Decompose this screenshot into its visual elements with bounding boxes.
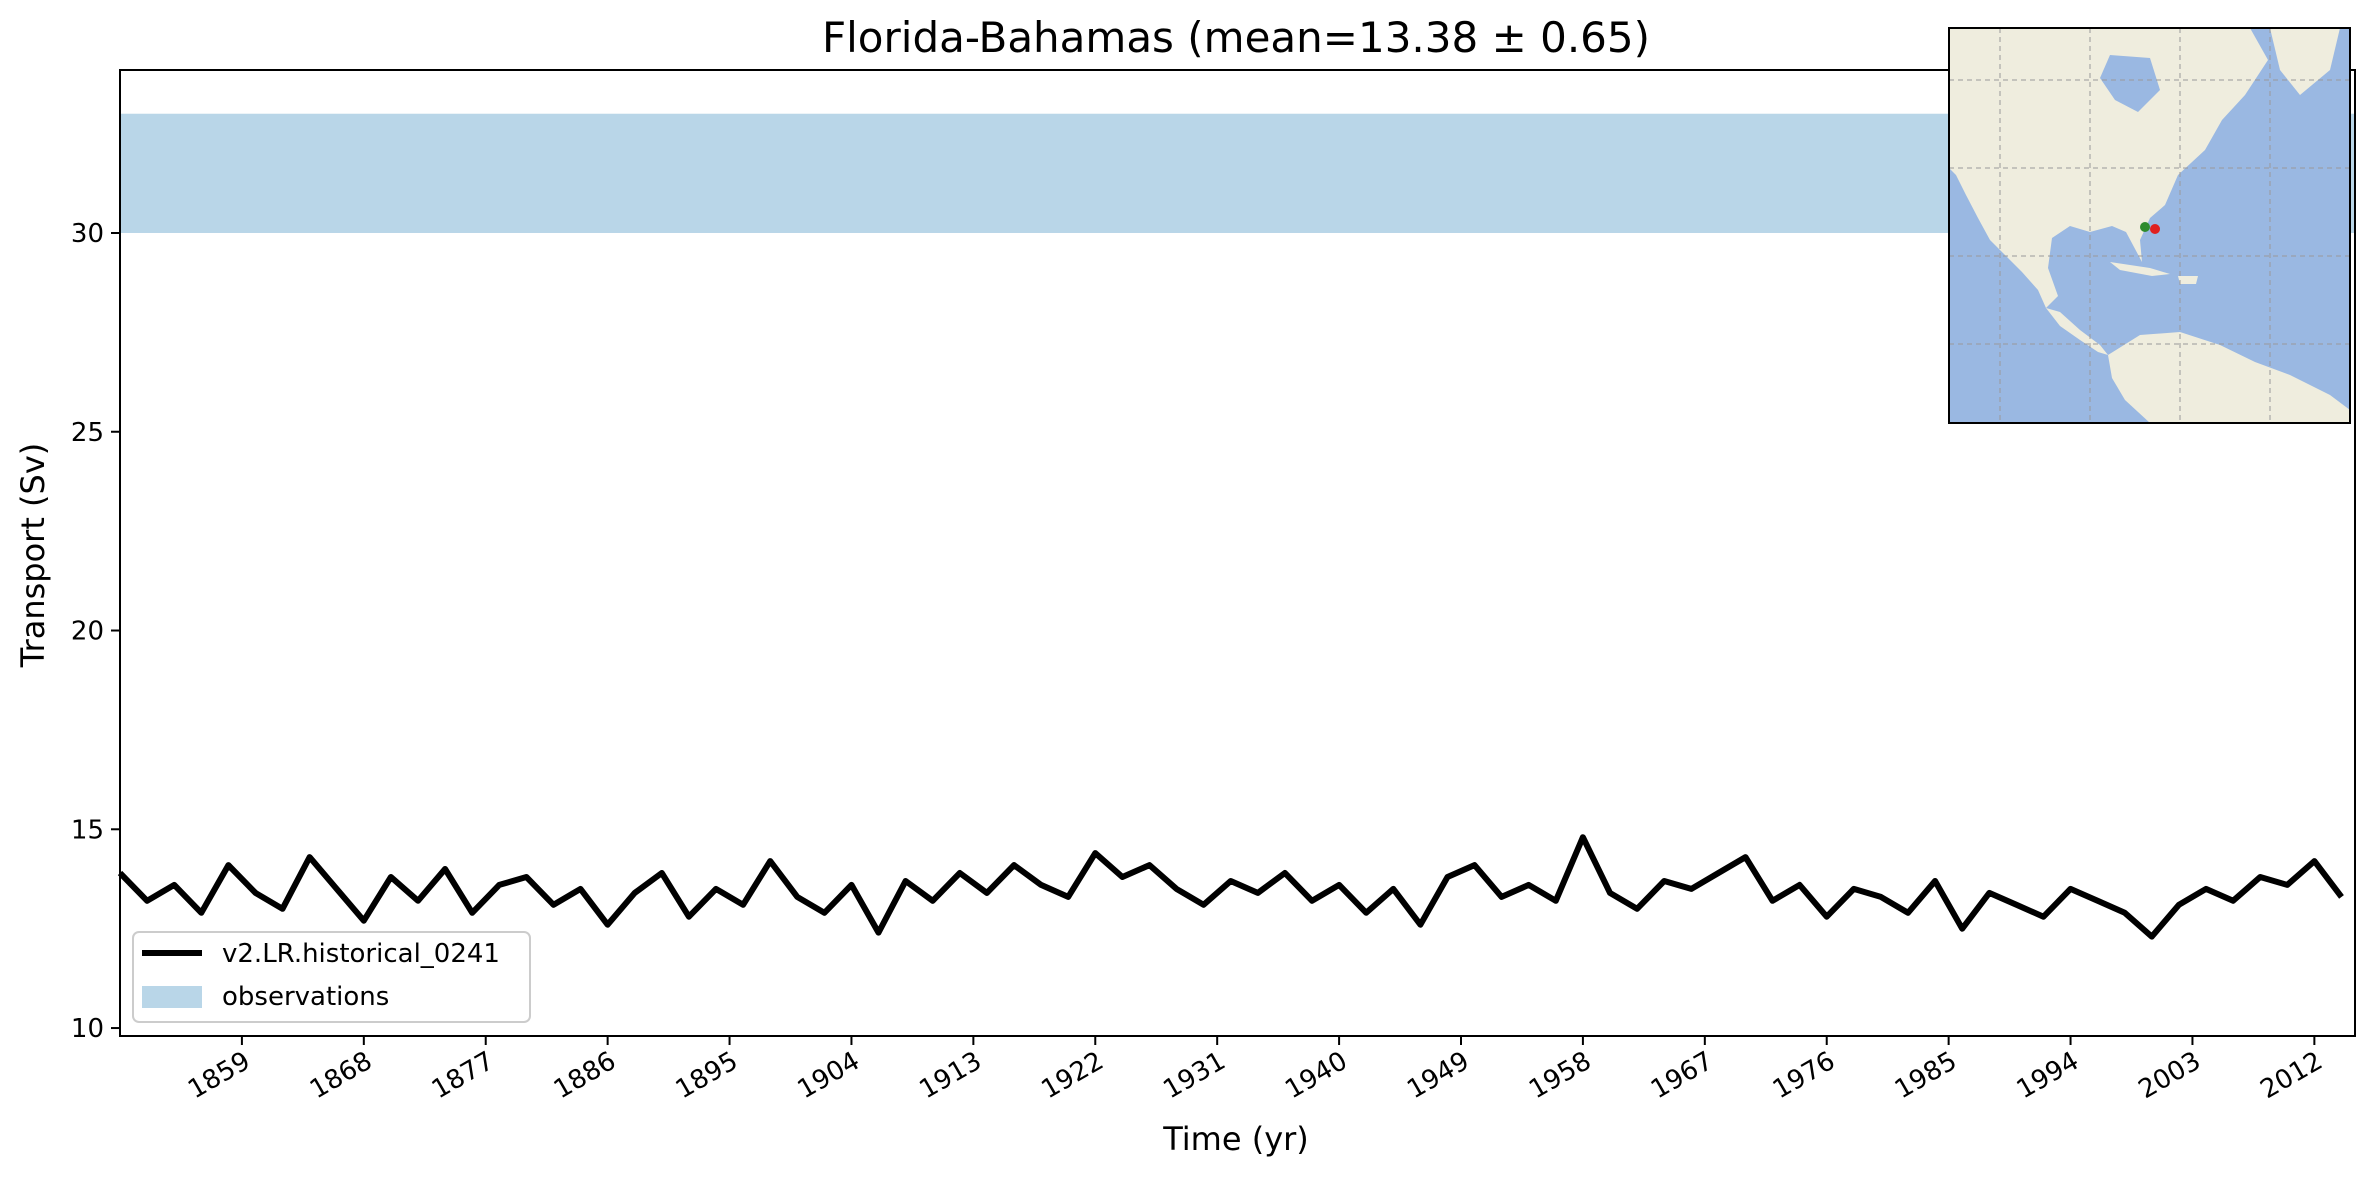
series-line-layer [117, 834, 2344, 940]
x-tick-label: 1958 [1524, 1046, 1596, 1105]
x-axis-ticks: 1859 1868 1877 1886 1895 1904 1913 1922 1931 1940… [183, 1036, 2328, 1105]
plot-frame [119, 69, 2356, 1037]
map-hudson-bay [2100, 55, 2160, 112]
legend-label-series: v2.LR.historical_0241 [222, 939, 500, 969]
x-tick-label: 1949 [1402, 1046, 1474, 1105]
inset-map [1948, 27, 2351, 424]
x-tick-label: 1940 [1280, 1046, 1352, 1105]
legend-band-swatch [142, 986, 202, 1008]
legend: v2.LR.historical_0241 observations [132, 931, 531, 1023]
x-tick-label: 1913 [915, 1046, 987, 1105]
x-tick-label: 1985 [1890, 1046, 1962, 1105]
x-tick-label: 1922 [1036, 1046, 1108, 1105]
y-axis-label: Transport (Sv) [14, 443, 52, 669]
x-tick-label: 2003 [2134, 1046, 2206, 1105]
x-tick-label: 1976 [1768, 1046, 1840, 1105]
x-tick-label: 1904 [793, 1046, 865, 1105]
x-tick-label: 1877 [427, 1046, 499, 1105]
legend-box [132, 931, 531, 1023]
y-tick-label: 15 [71, 815, 104, 845]
map-graticule [1949, 28, 2350, 423]
y-tick-label: 25 [71, 418, 104, 448]
y-tick-label: 10 [71, 1014, 104, 1044]
map-land-greenland [2270, 28, 2340, 95]
y-axis-ticks: 10 15 20 25 30 [71, 219, 120, 1044]
x-tick-label: 2012 [2256, 1046, 2328, 1105]
map-land-north-america [1949, 28, 2268, 308]
x-tick-label: 1859 [183, 1046, 255, 1105]
x-tick-label: 1931 [1158, 1046, 1230, 1105]
chart-title: Florida-Bahamas (mean=13.38 ± 0.65) [822, 13, 1650, 62]
map-land-south-america [2108, 332, 2350, 423]
y-tick-label: 30 [71, 219, 104, 249]
x-axis-label: Time (yr) [1162, 1120, 1309, 1158]
map-land-cuba [2110, 262, 2170, 276]
series-line-0 [117, 834, 2344, 940]
map-frame [1948, 27, 2351, 424]
x-tick-label: 1868 [305, 1046, 377, 1105]
map-land-hispaniola [2178, 276, 2198, 284]
map-marker-green [2140, 222, 2150, 232]
legend-label-observations: observations [222, 982, 389, 1012]
x-tick-label: 1994 [2012, 1046, 2084, 1105]
map-marker-red [2150, 224, 2160, 234]
x-tick-label: 1886 [549, 1046, 621, 1105]
x-tick-label: 1895 [671, 1046, 743, 1105]
x-tick-label: 1967 [1646, 1046, 1718, 1105]
map-land-central-america [2046, 308, 2108, 355]
y-tick-label: 20 [71, 617, 104, 647]
